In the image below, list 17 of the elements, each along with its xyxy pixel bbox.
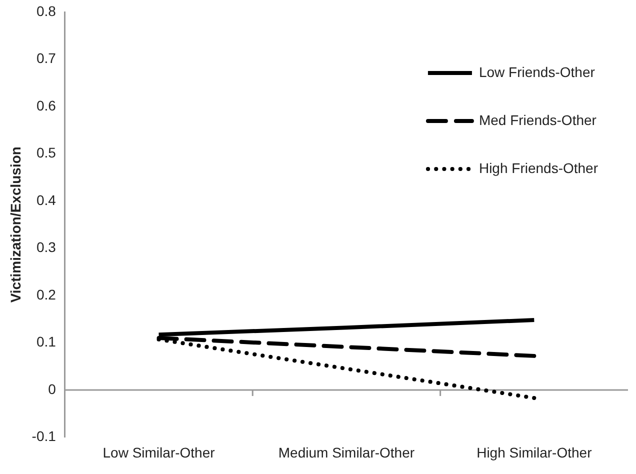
- y-tick-label: 0: [48, 380, 56, 397]
- y-tick-label: 0.8: [36, 2, 56, 19]
- y-tick-label: 0.3: [36, 239, 56, 256]
- y-axis-title: Victimization/Exclusion: [7, 146, 24, 303]
- y-tick-label: 0.2: [36, 286, 56, 302]
- y-tick-label: -0.1: [32, 428, 56, 444]
- x-tick-label: Medium Similar-Other: [278, 444, 415, 460]
- legend-label: Low Friends-Other: [478, 64, 596, 80]
- legend-label: Med Friends-Other: [478, 112, 597, 128]
- y-tick-label: 0.5: [36, 144, 56, 161]
- y-tick-label: 0.4: [36, 192, 56, 208]
- y-tick-label: 0.1: [36, 334, 56, 350]
- y-tick-label: 0.6: [36, 97, 56, 114]
- x-tick-label: High Similar-Other: [476, 444, 592, 460]
- y-tick-label: 0.7: [36, 50, 56, 66]
- legend-label: High Friends-Other: [478, 160, 598, 176]
- x-tick-label: Low Similar-Other: [102, 444, 216, 460]
